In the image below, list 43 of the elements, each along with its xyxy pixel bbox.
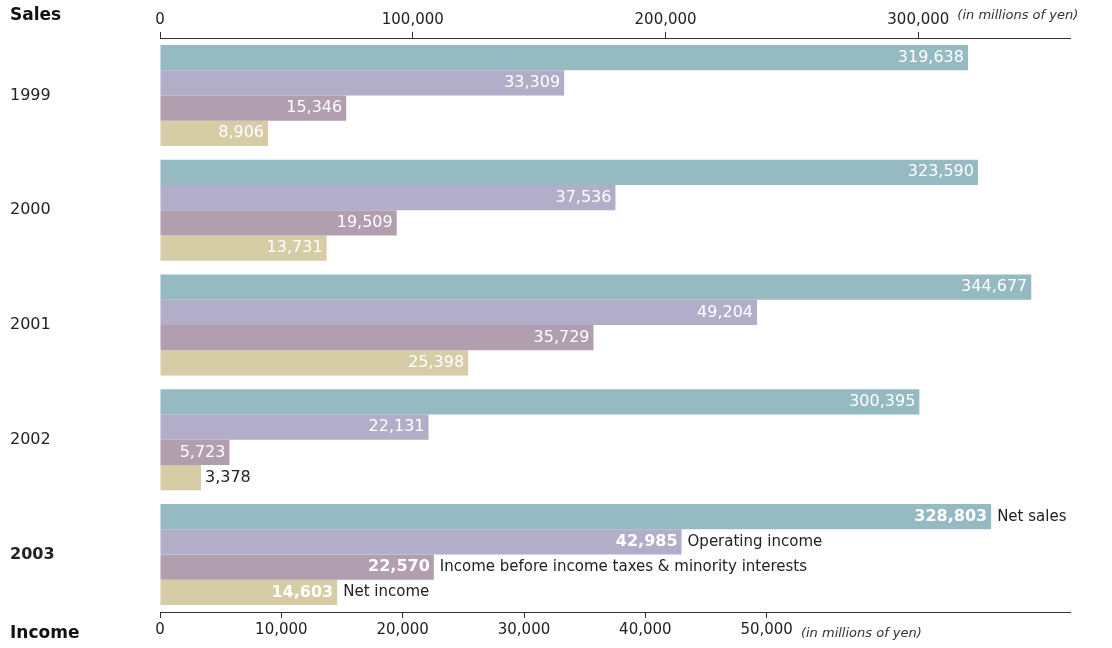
x-tick-label: 20,000	[376, 619, 429, 638]
data-label: 300,395	[849, 391, 916, 411]
data-label: 344,677	[961, 276, 1028, 296]
y-tick-label: 2000	[10, 199, 51, 219]
y-tick-label: 2001	[10, 314, 51, 334]
x-tick-label: 30,000	[497, 619, 551, 638]
data-label: 323,590	[907, 161, 974, 181]
x2-tick-label: 0	[155, 9, 165, 28]
data-label: 3,378	[204, 466, 251, 486]
y-tick-label: 2003	[10, 543, 55, 563]
series-label: Net income	[343, 582, 430, 601]
x2-axis-title: Sales	[10, 4, 62, 25]
x-tick-label: 50,000	[740, 619, 793, 638]
x-tick-label: 40,000	[619, 619, 672, 638]
y-tick-label: 1999	[10, 84, 51, 104]
data-label: 13,731	[266, 237, 323, 257]
data-label: 14,603	[271, 581, 334, 601]
x2-tick-label: 100,000	[381, 9, 444, 28]
data-label: 19,509	[336, 211, 393, 231]
data-label: 33,309	[504, 71, 561, 91]
data-label: 15,346	[286, 97, 343, 117]
x2-tick-label: 300,000	[887, 9, 950, 28]
data-label: 319,638	[897, 46, 964, 66]
series-label: Net sales	[997, 506, 1067, 525]
data-label: 25,398	[408, 352, 465, 372]
data-label: 42,985	[615, 531, 678, 551]
data-label: 8,906	[218, 122, 265, 142]
data-label: 49,204	[697, 301, 754, 321]
data-label: 22,570	[368, 556, 430, 576]
data-label: 37,536	[555, 186, 612, 206]
data-label: 328,803	[914, 505, 988, 525]
data-label: 35,729	[533, 326, 590, 346]
series-label: Income before income taxes & minority interests	[439, 557, 808, 576]
x-tick-label: 10,000	[255, 619, 308, 638]
x-tick-label: 0	[155, 619, 165, 638]
y-tick-label: 2002	[10, 428, 51, 448]
data-label: 22,131	[368, 416, 425, 436]
series-label: Operating income	[687, 531, 823, 550]
x-axis-title: Income	[10, 622, 80, 643]
data-label: 5,723	[179, 441, 226, 461]
text: (in millions of yen)	[800, 625, 922, 641]
text: (in millions of yen)	[957, 7, 1079, 23]
x2-tick-label: 200,000	[634, 9, 697, 28]
